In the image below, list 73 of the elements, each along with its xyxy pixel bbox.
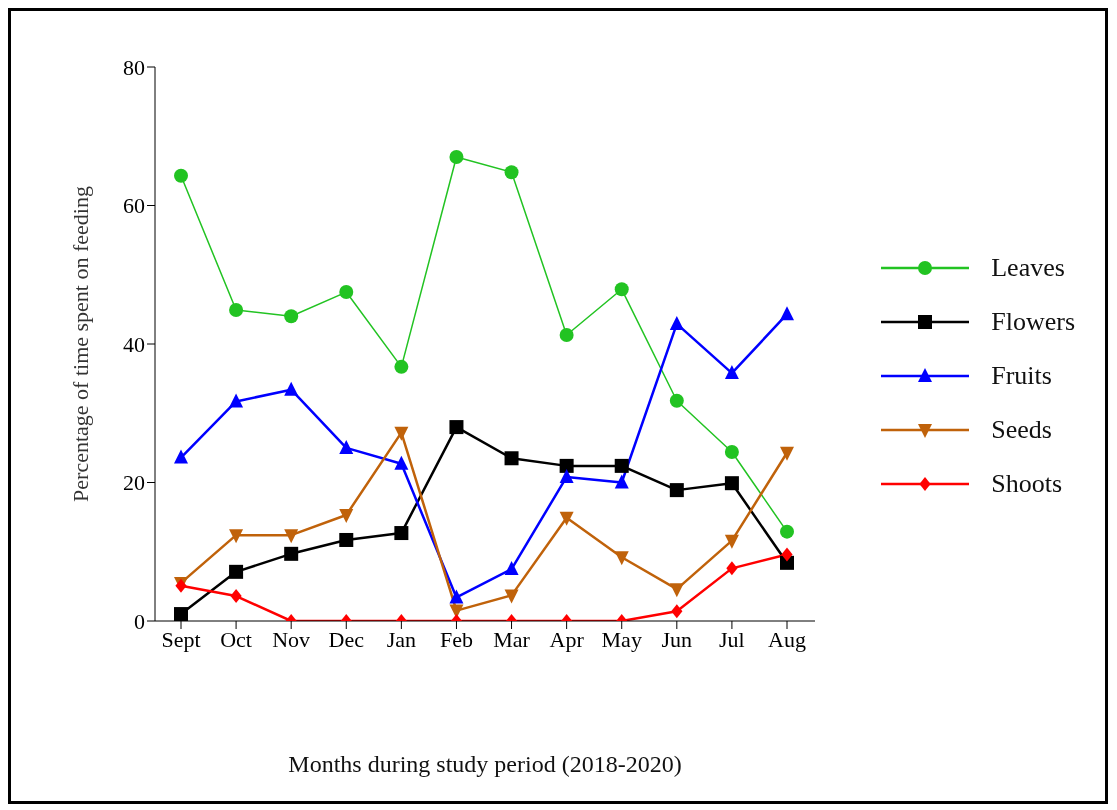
y-tick-label: 80 <box>123 54 145 80</box>
point <box>284 309 299 324</box>
point <box>504 589 519 604</box>
point <box>780 524 794 539</box>
point <box>449 150 464 165</box>
x-tick-label: Oct <box>220 626 252 652</box>
x-tick-label: Mar <box>493 626 531 652</box>
point <box>614 474 629 489</box>
point <box>284 529 299 544</box>
point <box>669 483 684 498</box>
x-tick-label: Feb <box>439 626 473 652</box>
point <box>614 282 629 297</box>
point <box>669 315 684 330</box>
point <box>339 532 354 547</box>
point <box>724 534 739 549</box>
x-axis-title: Months during study period (2018-2020) <box>287 751 683 778</box>
point <box>229 303 244 318</box>
point <box>559 328 574 342</box>
point <box>504 561 519 576</box>
point <box>724 445 739 460</box>
x-tick-label: Sept <box>161 626 201 652</box>
point <box>669 583 684 598</box>
legend-label: Leaves <box>991 253 1065 283</box>
x-tick-label: Jan <box>386 626 417 652</box>
x-tick-label: Jul <box>719 626 745 652</box>
y-tick-label: 40 <box>123 331 145 357</box>
legend-label: Flowers <box>991 307 1075 337</box>
legend-label: Fruits <box>991 361 1052 391</box>
point <box>174 168 188 183</box>
point <box>449 420 464 435</box>
point <box>229 564 244 579</box>
point <box>229 393 244 408</box>
point <box>504 165 519 180</box>
y-tick-label: 20 <box>123 470 145 496</box>
point <box>394 359 409 374</box>
point <box>339 509 354 524</box>
point <box>726 561 738 576</box>
y-tick-label: 0 <box>134 608 145 634</box>
x-tick-label: Aug <box>768 626 806 652</box>
legend-label: Shoots <box>991 469 1063 499</box>
point <box>284 381 299 396</box>
point <box>780 306 794 321</box>
point <box>394 426 409 441</box>
point <box>394 526 409 541</box>
x-tick-label: Dec <box>328 626 365 652</box>
point <box>669 393 684 408</box>
point <box>449 589 464 604</box>
x-tick-label: May <box>601 626 642 652</box>
point <box>780 446 794 461</box>
point <box>174 607 188 621</box>
point <box>504 451 519 466</box>
x-tick-label: Nov <box>272 626 311 652</box>
point <box>614 551 629 566</box>
legend-label: Seeds <box>991 415 1052 445</box>
point <box>174 449 188 464</box>
y-axis-title: Percentage of time spent on feeding <box>67 186 93 502</box>
point <box>339 285 354 300</box>
point <box>671 604 683 619</box>
point <box>781 547 793 562</box>
point <box>559 511 574 526</box>
y-tick-label: 60 <box>123 193 145 219</box>
point <box>559 468 574 483</box>
point <box>724 365 739 380</box>
point <box>559 458 574 473</box>
point <box>284 546 299 561</box>
point <box>394 455 409 470</box>
point <box>724 476 739 491</box>
point <box>230 589 242 604</box>
point <box>614 458 629 473</box>
x-tick-label: Apr <box>549 626 585 652</box>
point <box>229 529 244 544</box>
x-tick-label: Jun <box>661 626 693 652</box>
point <box>339 439 354 454</box>
